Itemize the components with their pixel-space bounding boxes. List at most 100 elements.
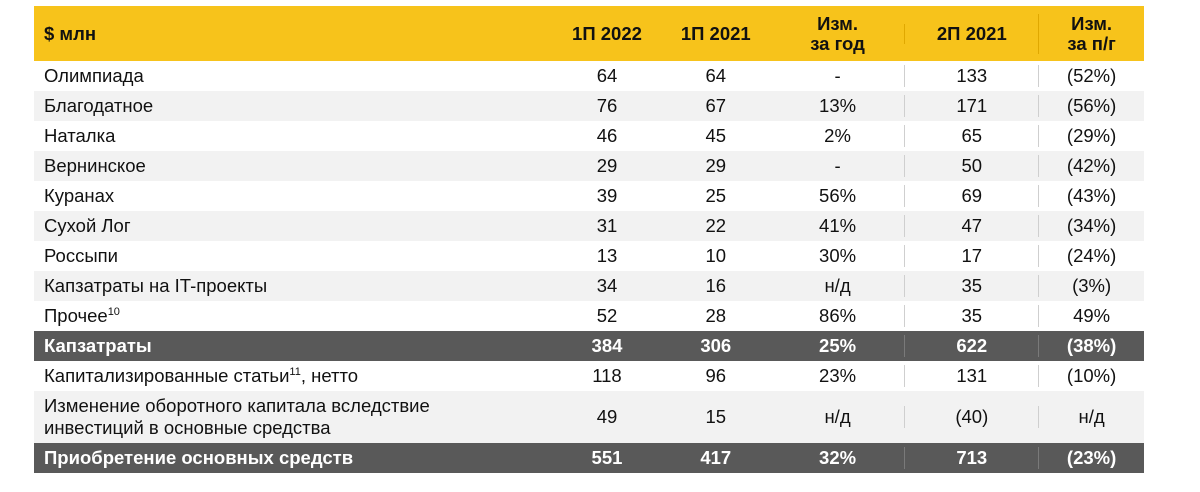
table-row: Изменение оборотного капитала вследствие… [34, 391, 1144, 443]
cell: 46 [596, 125, 618, 146]
table-row: Сухой Лог 31 22 41% 47 (34%) [34, 211, 1144, 241]
cell: н/д [824, 275, 851, 296]
cell: 49 [596, 406, 618, 427]
table-row: Прочее10 52 28 86% 35 49% [34, 301, 1144, 331]
cell: - [834, 155, 841, 176]
row-label: Олимпиада [44, 65, 144, 86]
capex-total-row: Капзатраты 384 306 25% 622 (38%) [34, 331, 1144, 361]
row-label: Сухой Лог [44, 215, 131, 236]
row-label: Приобретение основных средств [44, 447, 354, 468]
cell: 67 [705, 95, 727, 116]
cell: (42%) [1038, 155, 1144, 177]
header-units-label: $ млн [44, 22, 97, 44]
cell: н/д [1038, 406, 1144, 428]
cell: 118 [592, 365, 622, 386]
row-label: Вернинское [44, 155, 146, 176]
cell: - [834, 65, 841, 86]
cell: 713 [904, 447, 1038, 469]
table-row: Россыпи 13 10 30% 17 (24%) [34, 241, 1144, 271]
cell: 34 [596, 275, 618, 296]
cell: 171 [904, 95, 1038, 117]
cell: (10%) [1038, 365, 1144, 387]
cell: 384 [591, 335, 623, 356]
row-label: Благодатное [44, 95, 154, 116]
cell: 39 [596, 185, 618, 206]
cell: 17 [904, 245, 1038, 267]
footnote-ref: 10 [107, 305, 120, 318]
cell: 28 [705, 305, 727, 326]
row-label: Капзатраты на IT-проекты [44, 275, 268, 296]
cell: 131 [904, 365, 1038, 387]
cell: 41% [819, 215, 857, 236]
cell: 31 [596, 215, 618, 236]
header-yoy-change: Изм. за год [810, 12, 865, 54]
cell: 25% [819, 335, 857, 356]
cell: 22 [705, 215, 727, 236]
table-row: Капитализированные статьи11, нетто 118 9… [34, 361, 1144, 391]
header-1h-2021: 1П 2021 [680, 22, 751, 44]
capex-table: $ млн 1П 2022 1П 2021 Изм. за год 2П 202… [34, 6, 1144, 473]
table-row: Наталка 46 45 2% 65 (29%) [34, 121, 1144, 151]
cell: 306 [700, 335, 732, 356]
table-row: Олимпиада 64 64 - 133 (52%) [34, 61, 1144, 91]
cell: 23% [819, 365, 857, 386]
cell: 35 [904, 275, 1038, 297]
table-header: $ млн 1П 2022 1П 2021 Изм. за год 2П 202… [34, 6, 1144, 61]
cell: 13% [819, 95, 857, 116]
header-1h-2022: 1П 2022 [572, 22, 642, 44]
row-label: Куранах [44, 185, 115, 206]
cell: 2% [824, 125, 851, 146]
cell: 47 [904, 215, 1038, 237]
cell: 52 [596, 305, 618, 326]
cell: (24%) [1038, 245, 1144, 267]
cell: 32% [819, 447, 857, 468]
cell: (43%) [1038, 185, 1144, 207]
row-label: Капзатраты [44, 335, 152, 356]
header-hoh-change: Изм. за п/г [1038, 13, 1144, 54]
cell: 25 [705, 185, 727, 206]
cell: 30% [819, 245, 857, 266]
cell: 96 [705, 365, 727, 386]
cell: 133 [904, 65, 1038, 87]
cell: 64 [596, 65, 618, 86]
cell: 15 [705, 406, 727, 427]
cell: 65 [904, 125, 1038, 147]
cell: (56%) [1038, 95, 1144, 117]
cell: 417 [700, 447, 732, 468]
cell: 56% [819, 185, 857, 206]
table-row: Благодатное 76 67 13% 171 (56%) [34, 91, 1144, 121]
row-label: Наталка [44, 125, 116, 146]
cell: (38%) [1038, 335, 1144, 357]
cell: 49% [1038, 305, 1144, 327]
cell: (29%) [1038, 125, 1144, 147]
cell: 551 [591, 447, 623, 468]
footnote-ref: 11 [289, 365, 301, 378]
row-label: Прочее10 [44, 305, 120, 326]
cell: 45 [705, 125, 727, 146]
cell: н/д [824, 406, 851, 427]
cell: 29 [596, 155, 618, 176]
table-row: Вернинское 29 29 - 50 (42%) [34, 151, 1144, 181]
cell: (52%) [1038, 65, 1144, 87]
cell: 64 [705, 65, 727, 86]
table-row: Куранах 39 25 56% 69 (43%) [34, 181, 1144, 211]
cell: 29 [705, 155, 727, 176]
row-label: Капитализированные статьи11, нетто [44, 365, 359, 386]
cell: 69 [904, 185, 1038, 207]
cell: 76 [596, 95, 618, 116]
cell: (40) [904, 406, 1038, 428]
cell: 622 [904, 335, 1038, 357]
cell: 16 [705, 275, 727, 296]
cell: (23%) [1038, 447, 1144, 469]
cell: 13 [596, 245, 618, 266]
fixed-assets-total-row: Приобретение основных средств 551 417 32… [34, 443, 1144, 473]
table-row: Капзатраты на IT-проекты 34 16 н/д 35 (3… [34, 271, 1144, 301]
row-label: Россыпи [44, 245, 118, 266]
cell: 86% [819, 305, 857, 326]
cell: 35 [904, 305, 1038, 327]
row-label: Изменение оборотного капитала вследствие… [44, 395, 430, 438]
cell: (3%) [1038, 275, 1144, 297]
cell: 50 [904, 155, 1038, 177]
header-2h-2021: 2П 2021 [904, 23, 1038, 44]
cell: 10 [705, 245, 727, 266]
